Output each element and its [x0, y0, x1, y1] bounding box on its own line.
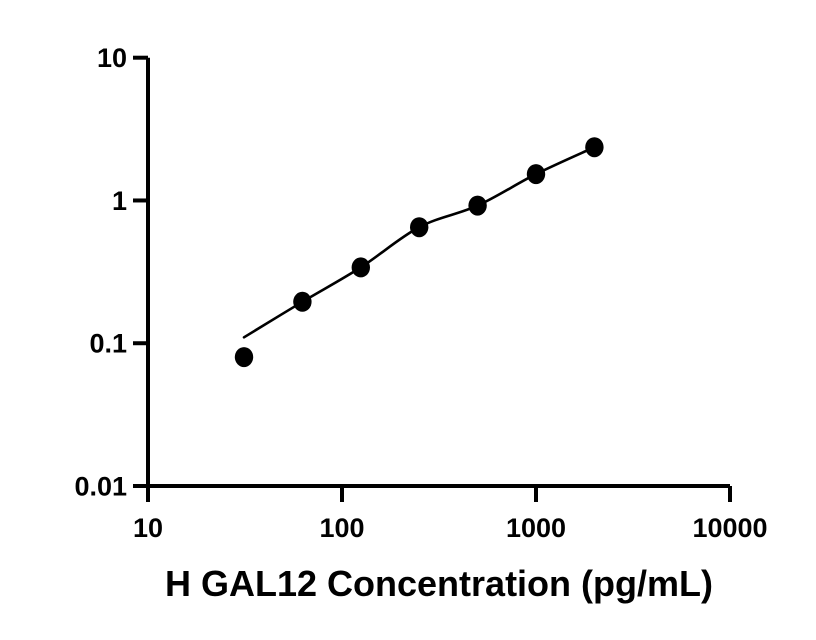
- x-tick-label: 10000: [692, 513, 767, 543]
- data-points: [234, 137, 604, 368]
- data-point-marker: [410, 217, 429, 238]
- x-axis-title: H GAL12 Concentration (pg/mL): [165, 563, 713, 604]
- tick-labels: 10 100 1000 10000 0.01 0.1 1 10: [74, 43, 767, 543]
- data-point-marker: [526, 164, 546, 185]
- data-point-marker: [293, 291, 312, 312]
- data-point-marker: [234, 347, 254, 368]
- tick-marks: [133, 55, 732, 502]
- y-tick-label: 0.1: [89, 329, 127, 359]
- y-tick-label: 0.01: [74, 472, 127, 502]
- y-tick-label: 10: [97, 43, 127, 73]
- data-point-marker: [351, 257, 370, 278]
- x-tick-label: 1000: [506, 513, 566, 543]
- data-point-marker: [468, 195, 487, 216]
- y-tick-label: 1: [112, 186, 127, 216]
- data-point-marker: [585, 137, 604, 158]
- axes: [146, 57, 730, 488]
- x-tick-label: 100: [319, 513, 364, 543]
- x-tick-label: 10: [133, 513, 163, 543]
